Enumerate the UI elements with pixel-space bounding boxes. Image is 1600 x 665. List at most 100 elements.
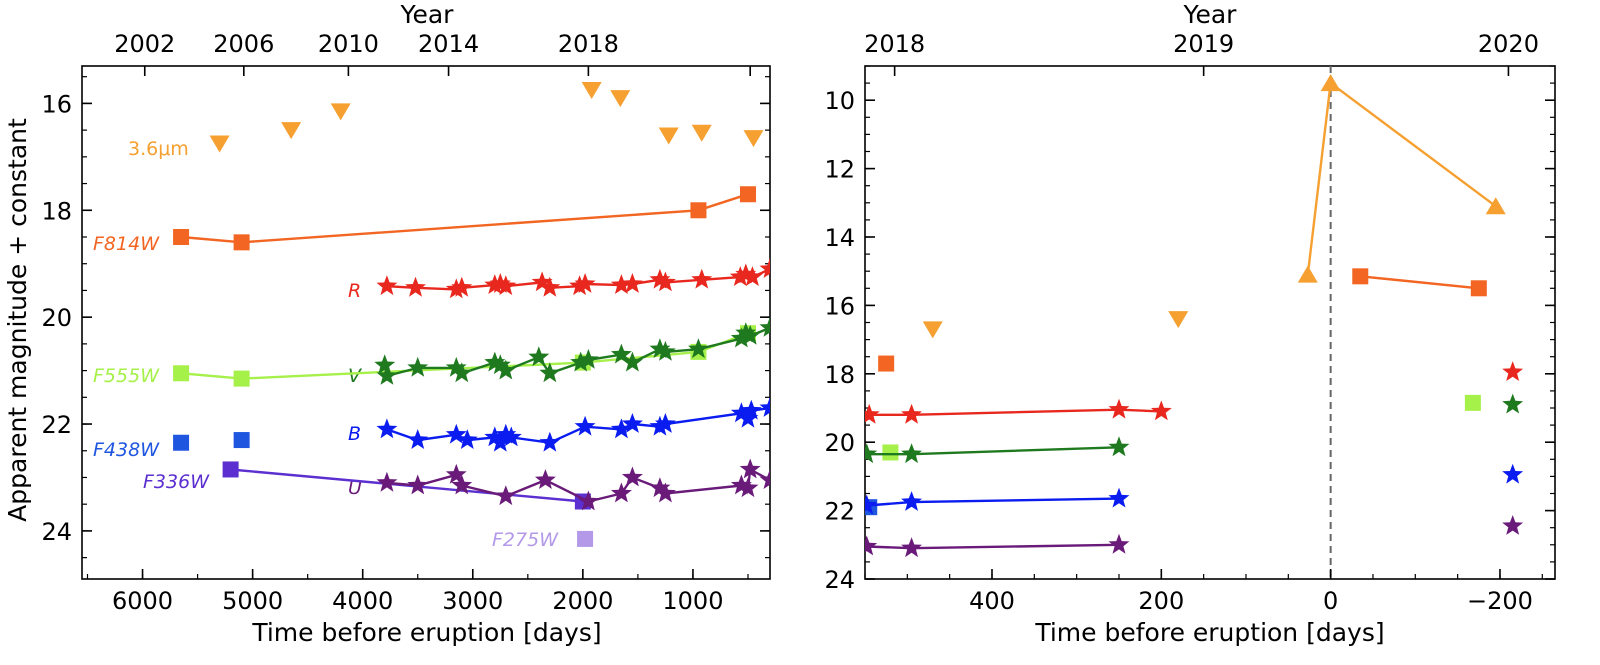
- y-tick-label: 14: [824, 224, 855, 252]
- data-point-r: [1108, 398, 1130, 419]
- data-point-u: [737, 477, 759, 498]
- series-line-3-6-m: [1306, 80, 1497, 275]
- label-f814w: F814W: [93, 233, 160, 255]
- x-tick-label: 5000: [222, 587, 283, 615]
- data-point-u: [535, 469, 556, 489]
- x-tick-label: 6000: [112, 587, 173, 615]
- left-x-axis-label: Time before eruption [days]: [251, 618, 601, 647]
- data-point-u: [577, 490, 599, 511]
- data-point-r: [735, 263, 757, 284]
- data-point-r: [495, 275, 517, 296]
- data-point-u-late: [1502, 515, 1524, 535]
- data-point-f814w: [233, 234, 250, 251]
- data-point-v: [759, 316, 770, 337]
- data-point-r: [445, 278, 467, 299]
- data-point-b: [376, 418, 398, 439]
- data-point-r: [539, 276, 561, 297]
- data-point-r: [649, 268, 671, 289]
- y-tick-label: 16: [41, 90, 72, 118]
- data-point-u: [495, 485, 517, 506]
- data-point-v: [376, 364, 398, 385]
- data-point-u: [649, 477, 671, 498]
- label-f555w: F555W: [93, 365, 160, 387]
- data-point-f336w: [222, 461, 239, 478]
- y-tick-label: 12: [824, 156, 855, 184]
- data-point-f814w-early: [878, 355, 895, 372]
- data-point-b: [740, 399, 762, 420]
- data-point-r: [569, 275, 590, 296]
- data-point-v: [621, 351, 643, 372]
- data-point-f814w: [1470, 280, 1487, 297]
- data-point-u: [621, 466, 643, 487]
- series-line-u: [386, 467, 770, 503]
- data-point-v: [445, 356, 467, 377]
- data-point-f814w: [173, 229, 190, 245]
- data-point-r: [865, 403, 880, 424]
- data-point-r: [655, 271, 676, 292]
- label-f336w: F336W: [143, 471, 210, 493]
- data-point-u: [759, 469, 770, 489]
- data-point-b: [445, 423, 467, 444]
- data-point-v: [570, 351, 592, 372]
- left-top-axis-label: Year: [400, 0, 455, 29]
- data-point-r: [691, 268, 713, 289]
- data-point-u: [730, 474, 752, 495]
- data-point-3-6-m: [658, 127, 679, 145]
- data-point-v: [374, 354, 396, 375]
- x-tick-label: 200: [1138, 587, 1184, 615]
- y-tick-label: 24: [41, 518, 72, 546]
- top-year-label: 2014: [418, 30, 479, 58]
- data-point-b: [1108, 487, 1130, 508]
- data-point-v: [539, 362, 561, 383]
- left-y-axis-label: Apparent magnitude + constant: [3, 118, 32, 522]
- x-tick-label: 0: [1323, 587, 1338, 615]
- data-point-b: [456, 429, 478, 449]
- x-tick-label: −200: [1467, 587, 1533, 615]
- data-point-3-6-m: [209, 135, 230, 153]
- data-point-b: [655, 413, 676, 433]
- data-point-3-6-m: [281, 122, 302, 140]
- data-point-v-late: [1502, 393, 1524, 414]
- left-panel: Year Time before eruption [days] Apparen…: [3, 0, 771, 647]
- data-point-v: [407, 356, 429, 377]
- data-point-u: [451, 474, 473, 495]
- data-point-b: [574, 415, 596, 436]
- data-point-v: [1108, 436, 1130, 457]
- data-point-r: [759, 258, 770, 278]
- data-point-3-6-m: [610, 90, 631, 108]
- series-line-r: [869, 408, 1162, 416]
- y-tick-label: 20: [41, 304, 72, 332]
- data-point-r: [574, 273, 596, 293]
- data-point-b: [500, 426, 522, 447]
- data-point-b: [484, 426, 506, 447]
- data-point-3-6-m: [743, 130, 764, 148]
- data-point-b-late: [1502, 463, 1524, 484]
- data-point-u: [901, 537, 922, 558]
- data-point-v: [610, 343, 632, 364]
- data-point-3-6-m: [581, 82, 602, 100]
- data-point-r-late: [1502, 361, 1524, 381]
- data-point-r: [610, 274, 632, 294]
- right-panel: Year Time before eruption [days] 400 200 0…: [824, 0, 1556, 647]
- data-point-3-6-m: [330, 103, 351, 121]
- label-u: U: [348, 477, 362, 499]
- top-year-label: 2020: [1478, 30, 1539, 58]
- data-point-v: [735, 322, 757, 343]
- label-f275w: F275W: [492, 529, 559, 551]
- data-point-b: [730, 402, 752, 423]
- data-point-3-6-m-upper-limits: [1168, 311, 1189, 329]
- data-point-r: [621, 273, 643, 293]
- data-point-f555w: [233, 370, 250, 387]
- data-point-f555w: [1464, 394, 1481, 411]
- data-point-b: [610, 418, 632, 439]
- data-point-b: [621, 413, 643, 433]
- data-point-b: [649, 415, 671, 436]
- right-top-axis-label: Year: [1183, 0, 1238, 29]
- data-point-r: [901, 403, 922, 424]
- data-point-3-6-m: [1485, 197, 1506, 215]
- data-point-u: [865, 535, 878, 556]
- x-tick-label: 400: [969, 587, 1015, 615]
- data-point-r: [376, 275, 398, 296]
- label-v: V: [348, 365, 363, 387]
- data-point-f438w: [173, 434, 190, 451]
